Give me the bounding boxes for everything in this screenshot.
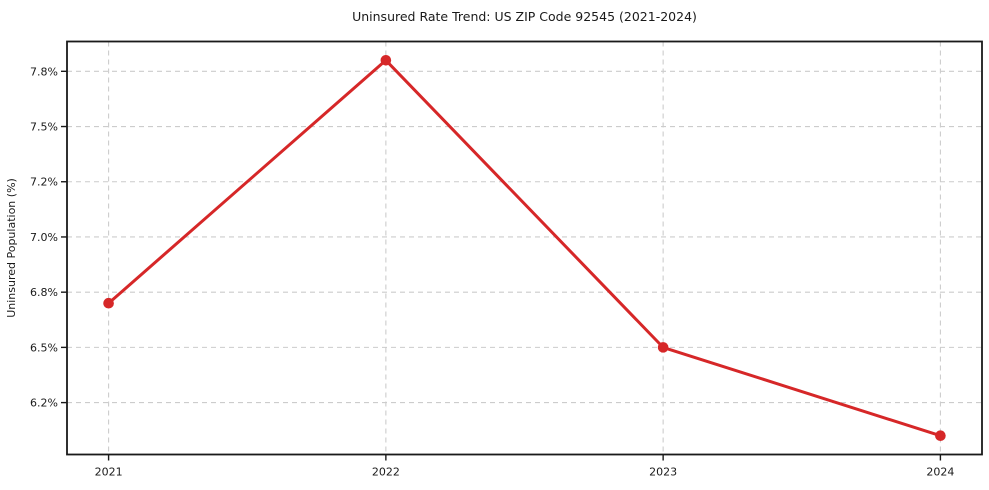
x-tick-label: 2021 <box>95 466 123 479</box>
y-tick-label: 7.8% <box>30 65 58 78</box>
chart-title: Uninsured Rate Trend: US ZIP Code 92545 … <box>352 9 697 24</box>
y-tick-label: 6.8% <box>30 286 58 299</box>
y-tick-label: 7.0% <box>30 231 58 244</box>
x-tick-label: 2024 <box>926 466 954 479</box>
x-tick-label: 2023 <box>649 466 677 479</box>
data-point <box>935 430 946 442</box>
y-axis-label: Uninsured Population (%) <box>5 178 18 318</box>
y-tick-label: 6.5% <box>30 341 58 354</box>
trend-line <box>107 58 942 438</box>
x-tick-label: 2022 <box>372 466 400 479</box>
plot-frame <box>66 40 983 456</box>
y-tick-label: 7.2% <box>30 176 58 189</box>
y-tick-label: 6.2% <box>30 397 58 410</box>
data-point <box>657 342 669 353</box>
data-point <box>103 297 114 309</box>
y-tick-label: 7.5% <box>30 121 58 134</box>
data-point <box>380 54 392 66</box>
